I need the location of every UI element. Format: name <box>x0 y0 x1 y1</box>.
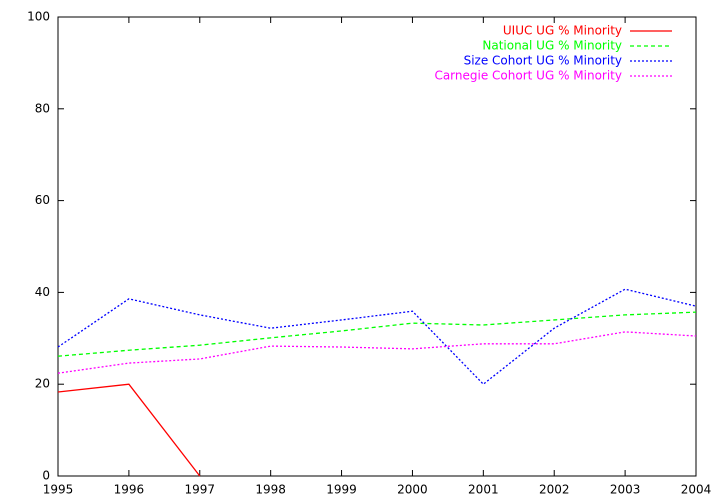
series-line <box>57 288 697 386</box>
x-tick-label: 2004 <box>681 483 712 497</box>
y-tick-label: 60 <box>35 193 50 207</box>
y-tick-label: 20 <box>35 377 50 391</box>
legend-label: National UG % Minority <box>482 39 622 53</box>
x-tick-label: 1997 <box>185 483 216 497</box>
y-tick-label: 80 <box>35 101 50 115</box>
x-tick-label: 2001 <box>468 483 499 497</box>
y-tick-label: 100 <box>27 10 50 24</box>
x-tick-label: 2000 <box>397 483 428 497</box>
y-tick-label: 40 <box>35 285 50 299</box>
legend-label: Size Cohort UG % Minority <box>464 54 622 68</box>
series-line <box>57 311 697 357</box>
y-tick-label: 0 <box>42 469 50 483</box>
series-line <box>57 383 201 477</box>
legend-label: Carnegie Cohort UG % Minority <box>434 69 622 83</box>
x-tick-label: 1998 <box>255 483 286 497</box>
x-tick-label: 1999 <box>326 483 357 497</box>
x-tick-label: 2002 <box>539 483 570 497</box>
x-tick-label: 1995 <box>43 483 74 497</box>
legend-label: UIUC UG % Minority <box>503 24 622 38</box>
x-tick-label: 1996 <box>114 483 145 497</box>
x-tick-label: 2003 <box>610 483 641 497</box>
series-line <box>57 331 697 374</box>
plot-frame <box>57 16 697 477</box>
